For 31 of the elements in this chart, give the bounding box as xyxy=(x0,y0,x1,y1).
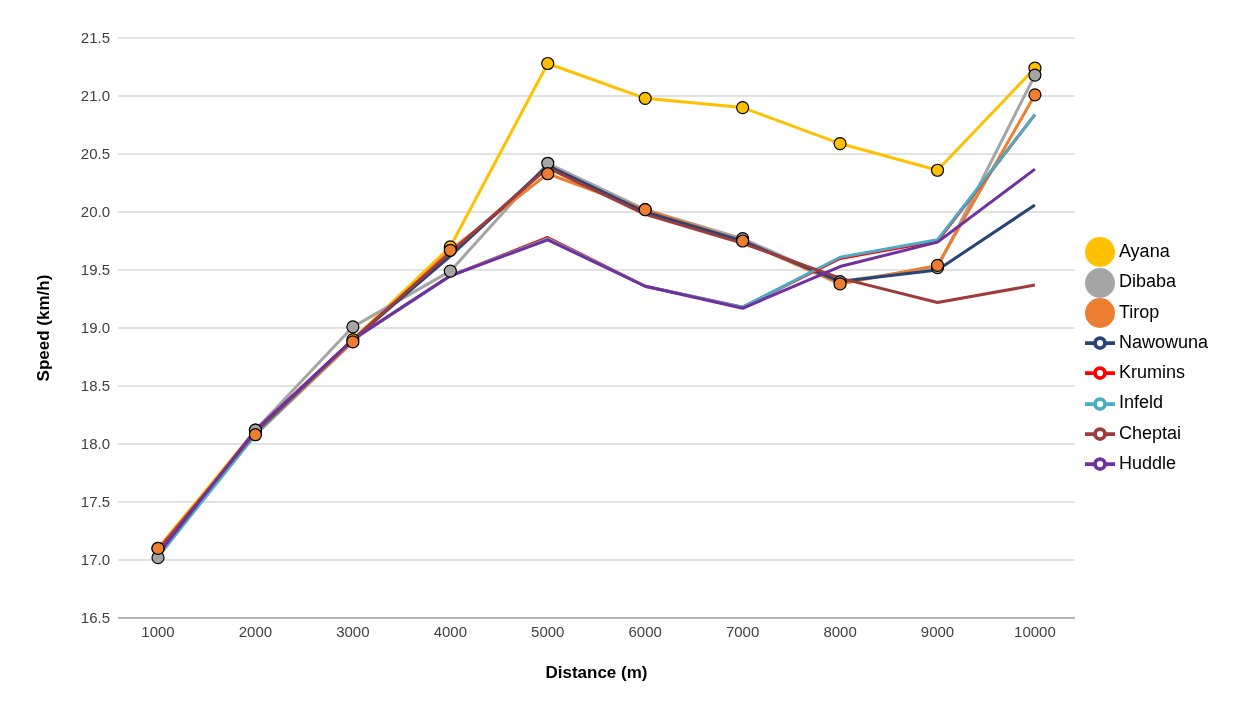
y-tick-label: 18.0 xyxy=(80,435,110,453)
legend-label: Tirop xyxy=(1118,301,1160,322)
x-tick-label: 9000 xyxy=(920,622,955,640)
x-tick-label: 2000 xyxy=(238,622,273,640)
legend-label: Huddle xyxy=(1118,452,1176,473)
y-tick-label: 17.5 xyxy=(80,493,110,511)
x-tick-label: 5000 xyxy=(531,622,565,640)
x-tick-label: 8000 xyxy=(823,622,857,640)
y-tick-label: 18.5 xyxy=(80,377,110,395)
legend-label: Dibaba xyxy=(1118,271,1176,292)
x-tick-label: 1000 xyxy=(141,622,175,640)
legend-label: Cheptai xyxy=(1118,422,1181,443)
x-axis-title: Distance (m) xyxy=(545,663,648,682)
y-tick-label: 21.5 xyxy=(80,29,110,47)
x-tick-label: 4000 xyxy=(433,622,467,640)
y-tick-label: 21.0 xyxy=(80,87,110,105)
legend-label: Infeld xyxy=(1118,392,1163,413)
x-tick-label: 10000 xyxy=(1014,622,1056,640)
y-tick-label: 17.0 xyxy=(80,551,110,569)
x-tick-label: 7000 xyxy=(725,622,760,640)
legend-label: Nawowuna xyxy=(1118,331,1208,352)
y-tick-label: 20.0 xyxy=(80,203,110,221)
y-tick-label: 20.5 xyxy=(80,145,110,163)
y-tick-label: 16.5 xyxy=(80,609,110,627)
x-tick-label: 6000 xyxy=(628,622,662,640)
y-tick-label: 19.0 xyxy=(80,319,110,337)
y-tick-label: 19.5 xyxy=(80,261,110,279)
x-tick-label: 3000 xyxy=(336,622,370,640)
y-axis-title: Speed (km/h) xyxy=(34,274,54,382)
legend-label: Krumins xyxy=(1118,362,1185,382)
legend-label: Ayana xyxy=(1118,241,1170,261)
